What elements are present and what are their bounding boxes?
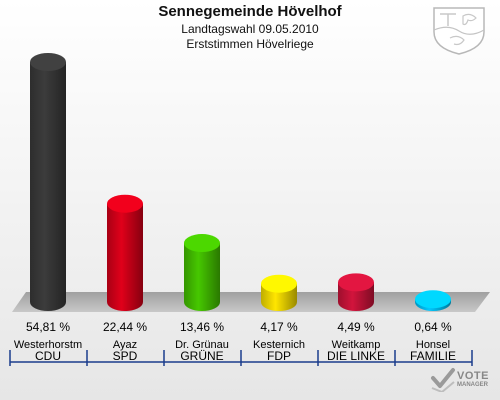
value-label: 54,81 %	[26, 320, 70, 334]
party-label: CDU	[35, 349, 61, 363]
checkmark-ballot-icon	[431, 368, 455, 392]
brand-name: VOTE	[457, 370, 489, 382]
bar-die-linke	[338, 273, 374, 311]
chart-title: Sennegemeinde Hövelhof	[158, 3, 342, 20]
bar-cdu	[30, 53, 66, 311]
brand-subtext: MANAGER	[457, 382, 488, 388]
bar-body	[107, 203, 143, 311]
bar-top	[415, 290, 451, 309]
bar-body	[184, 243, 220, 311]
value-label: 22,44 %	[103, 320, 147, 334]
candidate-label: Westerhorstm	[14, 339, 82, 351]
district-subtitle: Erststimmen Hövelriege	[186, 37, 314, 51]
bar-top	[338, 273, 374, 292]
value-label: 4,49 %	[337, 320, 375, 334]
bar-top	[107, 194, 143, 213]
bar-top	[261, 274, 297, 293]
party-label: DIE LINKE	[327, 349, 385, 363]
bar-body	[30, 62, 66, 311]
party-label: GRÜNE	[180, 349, 223, 363]
bar-series	[30, 53, 451, 311]
candidate-label: Ayaz	[113, 339, 137, 351]
bar-top	[184, 234, 220, 253]
bar-grüne	[184, 234, 220, 311]
party-label: SPD	[113, 349, 138, 363]
candidate-label: Dr. Grünau	[175, 339, 229, 351]
bar-familie	[415, 290, 451, 311]
value-label: 0,64 %	[414, 320, 452, 334]
party-label: FDP	[267, 349, 291, 363]
bar-top	[30, 53, 66, 71]
value-label: 4,17 %	[260, 320, 298, 334]
value-label: 13,46 %	[180, 320, 224, 334]
candidate-label: Honsel	[416, 339, 450, 351]
bar-fdp	[261, 274, 297, 311]
bar-labels: 54,81 % 22,44 % 13,46 % 4,17 % 4,49 % 0,64 %	[26, 320, 452, 334]
election-subtitle: Landtagswahl 09.05.2010	[181, 22, 319, 36]
nrw-coat-of-arms-icon	[433, 7, 485, 55]
candidate-label: Weitkamp	[332, 339, 381, 351]
party-label: FAMILIE	[410, 349, 456, 363]
candidate-label: Kesternich	[253, 339, 305, 351]
bar-spd	[107, 194, 143, 311]
